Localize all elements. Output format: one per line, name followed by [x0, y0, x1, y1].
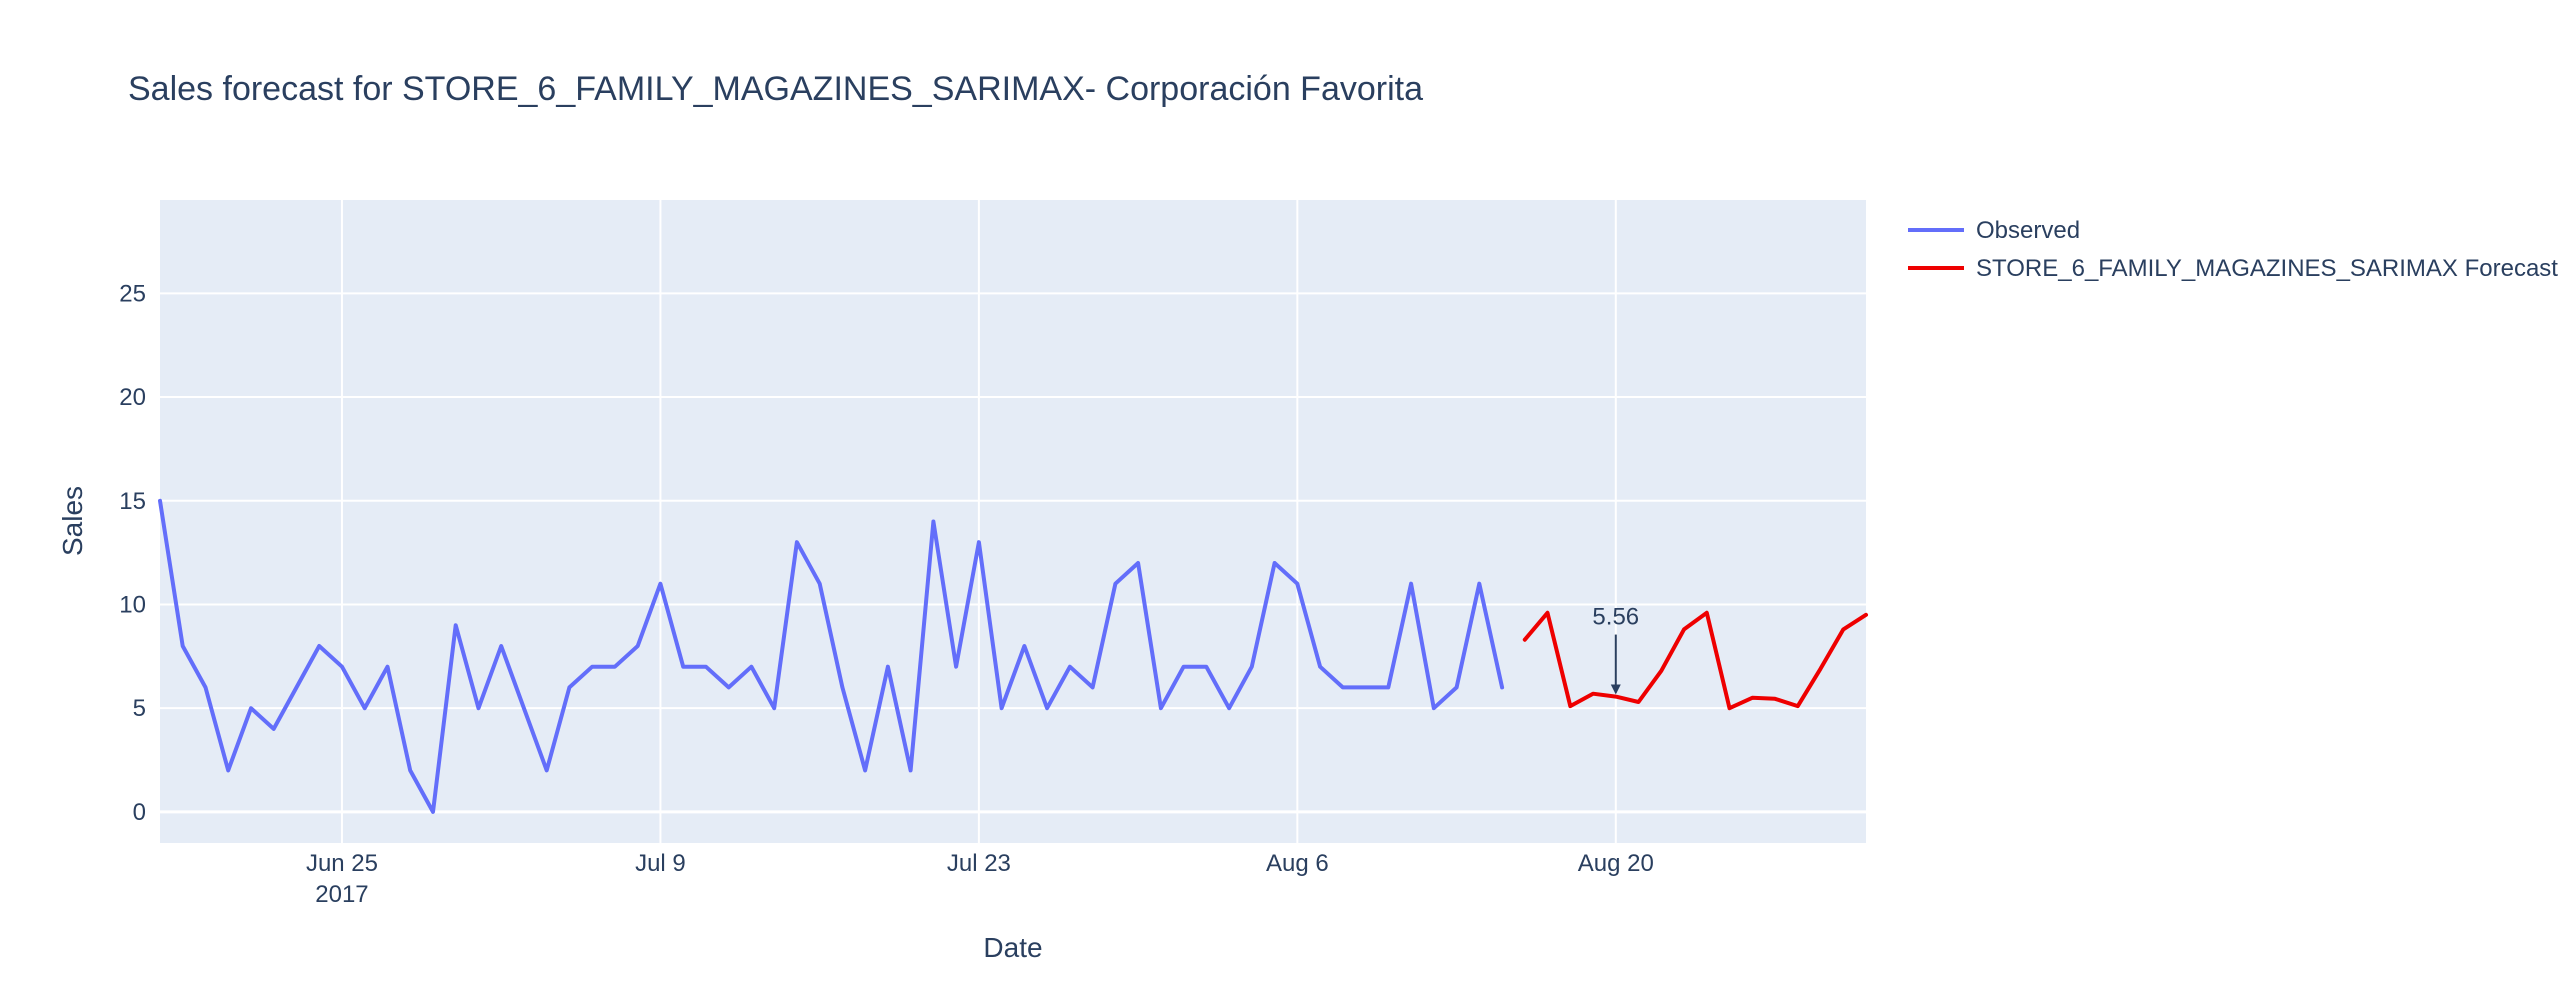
legend-item-0[interactable]: Observed	[1908, 217, 2080, 244]
legend-label: Observed	[1976, 217, 2080, 244]
y-tick-label: 10	[119, 591, 146, 618]
legend-item-1[interactable]: STORE_6_FAMILY_MAGAZINES_SARIMAX Forecas…	[1908, 255, 2558, 282]
y-tick-label: 0	[133, 799, 146, 826]
plot-area	[160, 200, 1866, 843]
annotations: 5.56	[1592, 604, 1639, 695]
y-tick-label: 15	[119, 488, 146, 515]
y-tick-label: 5	[133, 695, 146, 722]
annotation-label: 5.56	[1592, 604, 1639, 631]
x-tick-label: Jun 25	[306, 850, 378, 877]
legend[interactable]: Observed STORE_6_FAMILY_MAGAZINES_SARIMAX…	[1908, 217, 2558, 282]
y-axis-title: Sales	[57, 486, 88, 556]
x-tick-sublabel: 2017	[315, 881, 368, 908]
y-tick-label: 25	[119, 280, 146, 307]
annotation-arrowhead	[1610, 684, 1621, 695]
chart-title: Sales forecast for STORE_6_FAMILY_MAGAZI…	[128, 70, 1423, 108]
y-tick-label: 20	[119, 384, 146, 411]
series-line-0[interactable]	[158, 498, 1505, 814]
legend-label: STORE_6_FAMILY_MAGAZINES_SARIMAX Forecas…	[1976, 255, 2558, 282]
x-tick-label: Aug 20	[1578, 850, 1654, 877]
axis-ticks: 0 5 10 15 20 25 Jun 25 2017 Jul 9 Jul 23 Aug 6 Aug …	[119, 280, 1654, 908]
x-tick-label: Aug 6	[1266, 850, 1329, 877]
series-line-1[interactable]	[1522, 610, 1868, 711]
x-tick-label: Jul 23	[947, 850, 1011, 877]
x-axis-title: Date	[983, 932, 1042, 963]
series-lines	[158, 498, 1868, 814]
x-tick-label: Jul 9	[635, 850, 686, 877]
